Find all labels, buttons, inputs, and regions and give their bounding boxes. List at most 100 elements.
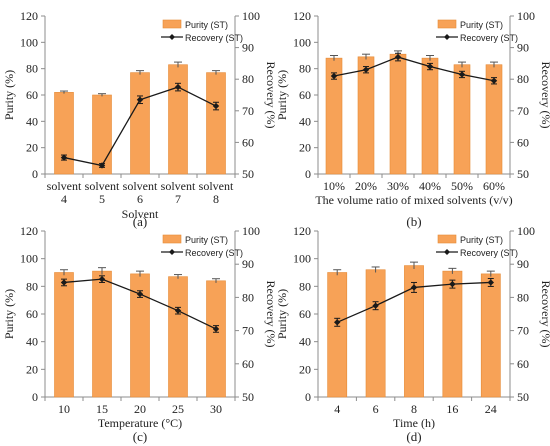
left-tick-label: 0 [32,167,38,181]
category-label: 50% [451,179,473,193]
recovery-line [333,56,495,82]
category-label: 8 [411,402,417,416]
panel-label: (b) [406,214,421,229]
x-axis-title: Time (h) [393,416,435,430]
left-tick-label: 20 [299,362,311,376]
right-tick-label: 100 [242,224,260,238]
right-tick-label: 50 [517,390,529,404]
left-tick-label: 0 [305,167,311,181]
left-tick-label: 40 [299,114,311,128]
category-label: 30 [210,402,222,416]
left-tick-label: 60 [26,88,38,102]
right-tick-label: 60 [242,357,254,371]
right-tick-label: 90 [517,41,529,55]
recovery-point [334,319,341,326]
purity-bar [453,64,471,175]
right-tick-label: 100 [517,9,535,23]
legend-purity-swatch [162,19,182,29]
recovery-point [212,102,220,110]
right-tick-label: 60 [242,135,254,149]
legend-recovery-label: Recovery (ST) [460,248,518,258]
chart-panel-2: 0 20 40 60 80 100 120 50 60 70 80 90 100 Purity (%) Re… [275,9,550,229]
purity-bar [206,280,226,398]
recovery-point [136,290,144,298]
recovery-point [98,275,106,283]
legend-recovery-marker [169,249,175,255]
purity-bar [54,92,74,175]
recovery-point [60,154,68,161]
left-tick-label: 80 [299,62,311,76]
category-label: 10% [323,179,345,193]
y-axis-title: Purity (%) [2,289,16,339]
legend-purity-label: Purity (ST) [460,235,503,245]
purity-bar [365,269,386,398]
right-tick-label: 60 [517,357,529,371]
legend-purity-label: Purity (ST) [460,20,503,30]
left-tick-label: 120 [20,224,38,238]
left-tick-label: 100 [20,35,38,49]
panel-label: (d) [406,429,421,444]
legend-recovery-label: Recovery (ST) [185,33,243,43]
category-label: 10 [58,402,70,416]
purity-bar [389,53,407,175]
x-axis-title: Temperature (°C) [98,416,182,430]
right-tick-label: 80 [242,72,254,86]
recovery-point [174,307,182,314]
right-tick-label: 80 [517,290,529,304]
category-label: solvent [199,179,234,193]
left-tick-label: 40 [26,335,38,349]
left-tick-label: 120 [293,224,311,238]
category-label: 15 [96,402,108,416]
purity-bar [206,72,226,175]
recovery-point [490,77,498,84]
recovery-point [362,66,370,73]
left-tick-label: 0 [305,390,311,404]
category-label: 60% [483,179,505,193]
x-axis-title: The volume ratio of mixed solvents (v/v) [315,193,512,207]
recovery-point [136,96,144,103]
recovery-point [449,280,456,288]
panel-label: (a) [133,214,147,229]
y2-axis-title: Recovery (%) [539,281,550,348]
panel-label: (c) [133,429,147,444]
category-label: 4 [334,402,340,416]
right-tick-label: 70 [517,104,529,118]
left-tick-label: 60 [26,307,38,321]
left-tick-label: 80 [26,279,38,293]
x-axis-title: Solvent [122,207,159,221]
recovery-point [487,279,494,286]
purity-bar [442,270,463,398]
right-tick-label: 90 [242,257,254,271]
category-label: 6 [373,402,379,416]
legend-recovery-label: Recovery (ST) [460,33,518,43]
right-tick-label: 50 [517,167,529,181]
left-tick-label: 100 [20,252,38,266]
legend-recovery-marker [444,34,450,40]
right-tick-label: 70 [242,104,254,118]
left-tick-label: 40 [26,114,38,128]
left-tick-label: 120 [20,9,38,23]
category-label: 6 [137,192,143,206]
recovery-point [458,71,466,78]
legend-purity-swatch [437,234,457,244]
right-tick-label: 70 [517,324,529,338]
left-tick-label: 120 [293,9,311,23]
legend-purity-label: Purity (ST) [185,235,228,245]
right-tick-label: 80 [242,290,254,304]
y2-axis-title: Recovery (%) [264,281,278,348]
purity-bar [168,64,188,175]
purity-bar [327,272,348,398]
recovery-point [212,325,220,333]
purity-bar [421,57,439,175]
purity-bar [480,273,501,398]
category-label: 30% [387,179,409,193]
legend-purity-swatch [437,19,457,29]
purity-bar [130,72,150,175]
purity-bar [357,56,375,175]
legend-recovery-marker [169,34,175,40]
category-label: 16 [446,402,458,416]
recovery-point [372,302,379,309]
category-label: 4 [61,192,67,206]
right-tick-label: 60 [517,135,529,149]
left-tick-label: 60 [299,88,311,102]
